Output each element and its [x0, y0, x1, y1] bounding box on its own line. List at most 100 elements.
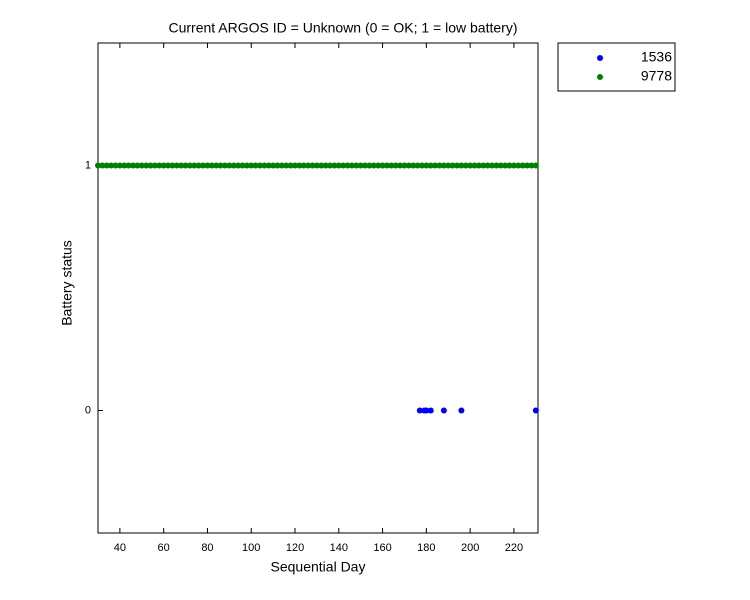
legend-marker	[597, 55, 603, 61]
point	[348, 162, 355, 169]
point	[191, 162, 198, 169]
point	[423, 162, 430, 169]
point	[261, 162, 268, 169]
point	[143, 162, 150, 169]
point	[362, 162, 369, 169]
point	[239, 162, 246, 169]
point	[217, 162, 224, 169]
point	[458, 162, 465, 169]
point	[506, 162, 513, 169]
point	[221, 162, 228, 169]
point	[502, 162, 509, 169]
point	[292, 162, 299, 169]
point	[462, 162, 469, 169]
point	[331, 162, 338, 169]
point	[103, 162, 110, 169]
point	[248, 162, 255, 169]
x-tick-label: 140	[330, 542, 348, 554]
point	[186, 162, 193, 169]
point	[458, 407, 465, 414]
point	[130, 162, 137, 169]
x-tick-label: 200	[461, 542, 479, 554]
point	[121, 162, 128, 169]
point	[270, 162, 277, 169]
point	[383, 162, 390, 169]
point	[524, 162, 531, 169]
point	[366, 162, 373, 169]
y-tick-label: 0	[85, 404, 91, 416]
legend-marker	[597, 74, 603, 80]
point	[418, 162, 425, 169]
point	[95, 162, 101, 169]
point	[379, 162, 386, 169]
point	[287, 162, 294, 169]
chart-title: Current ARGOS ID = Unknown (0 = OK; 1 = …	[169, 20, 518, 36]
point	[230, 162, 237, 169]
point	[388, 162, 395, 169]
point	[449, 162, 456, 169]
point	[226, 162, 233, 169]
point	[445, 162, 452, 169]
point	[344, 162, 351, 169]
point	[440, 162, 447, 169]
point	[322, 162, 329, 169]
point	[423, 407, 430, 414]
legend	[557, 42, 676, 92]
point	[165, 162, 172, 169]
point	[208, 162, 215, 169]
point	[305, 162, 312, 169]
point	[160, 162, 167, 169]
point	[454, 162, 461, 169]
point	[467, 162, 474, 169]
point	[178, 162, 185, 169]
x-axis-label: Sequential Day	[271, 559, 366, 575]
point	[515, 162, 522, 169]
point	[340, 162, 347, 169]
x-tick-label: 80	[201, 542, 213, 554]
point	[151, 162, 158, 169]
point	[125, 162, 132, 169]
y-axis-label: Battery status	[59, 240, 75, 326]
point	[147, 162, 154, 169]
point	[370, 162, 377, 169]
point	[392, 162, 399, 169]
point	[519, 162, 526, 169]
point	[335, 162, 342, 169]
x-tick-label: 120	[286, 542, 304, 554]
point	[138, 162, 145, 169]
point	[497, 162, 504, 169]
point	[484, 162, 491, 169]
point	[401, 162, 408, 169]
x-tick-label: 60	[158, 542, 170, 554]
y-tick-label: 1	[85, 159, 91, 171]
point	[532, 407, 539, 414]
x-tick-label: 180	[417, 542, 435, 554]
point	[204, 162, 211, 169]
x-tick-label: 160	[373, 542, 391, 554]
x-tick-label: 40	[114, 542, 126, 554]
legend-label: 1536	[641, 49, 672, 65]
point	[265, 162, 272, 169]
point	[278, 162, 285, 169]
point	[243, 162, 250, 169]
point	[357, 162, 364, 169]
point	[493, 162, 500, 169]
point	[440, 407, 447, 414]
point	[475, 162, 482, 169]
point	[99, 162, 106, 169]
x-tick-label: 100	[242, 542, 260, 554]
point	[510, 162, 517, 169]
point	[283, 162, 290, 169]
point	[116, 162, 123, 169]
point	[235, 162, 242, 169]
point	[134, 162, 141, 169]
point	[213, 162, 220, 169]
point	[156, 162, 163, 169]
point	[432, 162, 439, 169]
point	[108, 162, 115, 169]
point	[195, 162, 202, 169]
point	[410, 162, 417, 169]
point	[112, 162, 119, 169]
point	[416, 407, 423, 414]
